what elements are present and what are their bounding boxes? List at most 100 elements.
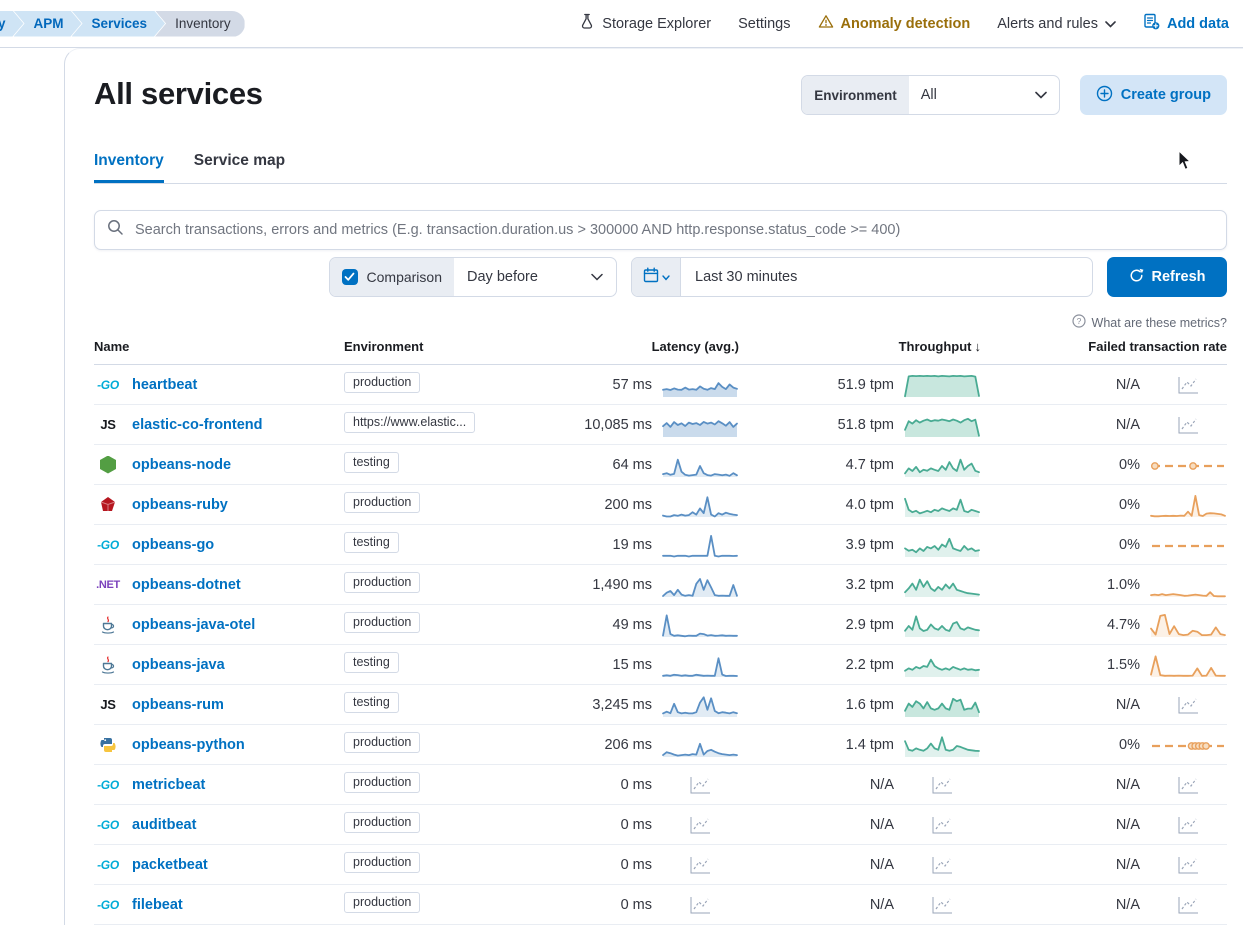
service-name-cell: JS elastic-co-frontend xyxy=(94,417,344,433)
service-name-cell: opbeans-python xyxy=(94,736,344,754)
service-link[interactable]: opbeans-ruby xyxy=(132,496,228,513)
service-link[interactable]: opbeans-dotnet xyxy=(132,576,241,593)
empty-chart-icon xyxy=(690,856,710,873)
environment-cell: production xyxy=(344,732,504,757)
tab-service-map[interactable]: Service map xyxy=(193,152,286,169)
comparison-checkbox[interactable] xyxy=(341,269,358,285)
column-header-throughput[interactable]: Throughput ↓ xyxy=(898,339,982,354)
go-icon: -GO xyxy=(97,857,119,872)
breadcrumb-item-services[interactable]: Services xyxy=(72,11,166,37)
environment-selected-value: All xyxy=(920,87,937,103)
throughput-cell: 51.9 tpm xyxy=(739,371,981,399)
environment-cell: production xyxy=(344,492,504,517)
storage-explorer-link[interactable]: Storage Explorer xyxy=(579,13,711,34)
service-link[interactable]: filebeat xyxy=(132,896,183,913)
column-header-failed-rate[interactable]: Failed transaction rate xyxy=(1088,339,1227,354)
lat-sparkline xyxy=(662,419,738,437)
throughput-cell: N/A xyxy=(739,851,981,879)
environment-badge: testing xyxy=(344,692,399,713)
service-link[interactable]: packetbeat xyxy=(132,856,208,873)
throughput-cell: 3.2 tpm xyxy=(739,571,981,599)
latency-value: 0 ms xyxy=(620,816,652,833)
service-name-cell: -GO heartbeat xyxy=(94,377,344,393)
anomaly-detection-label: Anomaly detection xyxy=(840,15,971,32)
lat-sparkline xyxy=(662,495,738,517)
sort-desc-icon: ↓ xyxy=(974,339,982,354)
latency-cell: 0 ms xyxy=(504,771,739,799)
service-link[interactable]: opbeans-rum xyxy=(132,696,224,713)
latency-value: 206 ms xyxy=(604,736,652,753)
service-link[interactable]: opbeans-node xyxy=(132,456,232,473)
environment-cell: production xyxy=(344,892,504,917)
column-header-latency[interactable]: Latency (avg.) xyxy=(651,339,739,354)
metrics-help-link[interactable]: ? What are these metrics? xyxy=(94,314,1227,331)
latency-value: 1,490 ms xyxy=(592,576,652,593)
lat-sparkline xyxy=(662,695,738,717)
table-header: Name Environment Latency (avg.) Throughp… xyxy=(94,339,1227,365)
chevron-down-icon xyxy=(1105,16,1116,32)
column-header-name[interactable]: Name xyxy=(94,339,130,354)
table-row: -GO metricbeat production 0 ms N/A N/A xyxy=(94,765,1227,805)
empty-chart-icon xyxy=(1178,856,1198,873)
calendar-menu-button[interactable] xyxy=(632,258,681,296)
ruby-icon xyxy=(94,496,122,514)
environment-select[interactable]: All xyxy=(909,76,1059,114)
comparison-select[interactable]: Day before xyxy=(454,258,616,296)
throughput-value: 4.0 tpm xyxy=(845,496,894,513)
latency-value: 0 ms xyxy=(620,776,652,793)
flask-icon xyxy=(579,13,595,34)
environment-cell: production xyxy=(344,852,504,877)
failed-rate-cell: 0% xyxy=(981,531,1227,559)
service-link[interactable]: opbeans-java xyxy=(132,656,225,673)
java-icon xyxy=(94,615,122,634)
throughput-value: 2.2 tpm xyxy=(845,656,894,673)
python-icon xyxy=(94,736,122,754)
breadcrumb-item-apm[interactable]: APM xyxy=(14,11,82,37)
throughput-value: 3.9 tpm xyxy=(845,536,894,553)
empty-chart-icon xyxy=(690,816,710,833)
empty-chart-icon xyxy=(1178,896,1198,913)
lat-sparkline xyxy=(662,381,738,397)
chevron-down-icon xyxy=(1034,87,1047,103)
throughput-value: 51.9 tpm xyxy=(837,376,894,393)
add-data-link[interactable]: Add data xyxy=(1143,13,1229,34)
service-link[interactable]: opbeans-go xyxy=(132,536,215,553)
page-title: All services xyxy=(94,76,263,111)
latency-cell: 15 ms xyxy=(504,651,739,679)
thr-sparkline xyxy=(904,417,980,437)
service-link[interactable]: opbeans-java-otel xyxy=(132,616,256,633)
empty-chart-icon xyxy=(690,896,710,913)
search-bar[interactable] xyxy=(94,210,1227,250)
breadcrumb: y APM Services Inventory xyxy=(0,10,245,37)
environment-cell: production xyxy=(344,572,504,597)
throughput-value: N/A xyxy=(869,856,894,873)
service-name-cell: opbeans-node xyxy=(94,455,344,474)
service-link[interactable]: heartbeat xyxy=(132,376,198,393)
tab-inventory[interactable]: Inventory xyxy=(94,152,164,183)
failed-rate-value: N/A xyxy=(1115,816,1140,833)
throughput-cell: 4.0 tpm xyxy=(739,491,981,519)
alerts-and-rules-menu[interactable]: Alerts and rules xyxy=(997,16,1116,32)
environment-badge: https://www.elastic... xyxy=(344,412,476,433)
settings-link[interactable]: Settings xyxy=(738,16,790,32)
latency-cell: 3,245 ms xyxy=(504,691,739,719)
service-link[interactable]: opbeans-python xyxy=(132,736,245,753)
create-group-button[interactable]: Create group xyxy=(1079,75,1227,115)
service-link[interactable]: auditbeat xyxy=(132,816,197,833)
service-link[interactable]: metricbeat xyxy=(132,776,206,793)
chevron-down-icon xyxy=(661,268,670,286)
service-name-cell: -GO opbeans-go xyxy=(94,537,344,553)
search-input[interactable] xyxy=(133,221,1214,239)
failed-rate-value: N/A xyxy=(1115,376,1140,393)
table-row: opbeans-java testing 15 ms 2.2 tpm 1.5% xyxy=(94,645,1227,685)
add-data-label: Add data xyxy=(1166,15,1229,32)
service-link[interactable]: elastic-co-frontend xyxy=(132,416,263,433)
anomaly-detection-link[interactable]: Anomaly detection xyxy=(818,14,971,33)
thr-sparkline xyxy=(904,497,980,517)
refresh-button[interactable]: Refresh xyxy=(1107,257,1227,297)
empty-chart-icon xyxy=(932,816,952,833)
environment-badge: production xyxy=(344,892,421,913)
time-range-value[interactable]: Last 30 minutes xyxy=(695,269,798,285)
failed-rate-cell: 1.5% xyxy=(981,651,1227,679)
throughput-value: N/A xyxy=(869,776,894,793)
